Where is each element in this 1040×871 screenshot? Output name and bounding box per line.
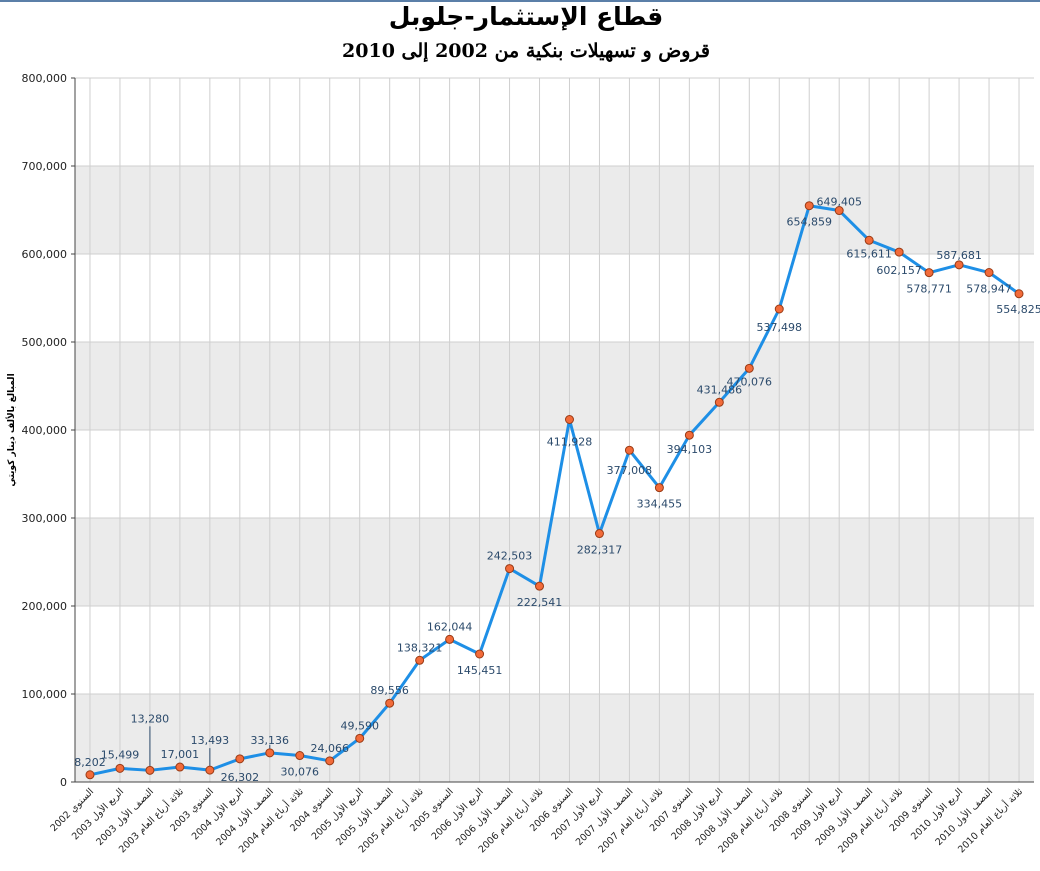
data-label: 649,405 [816,196,862,209]
series-line [89,204,1020,777]
data-label: 49,590 [340,719,379,732]
y-tick-label: 100,000 [22,688,68,701]
y-tick-label: 400,000 [22,424,68,437]
data-point [175,762,185,772]
data-point [954,260,964,270]
x-tick-label: الربع الأول 2006 [429,786,486,843]
data-point [624,445,634,455]
data-label: 470,076 [727,375,773,388]
data-point [864,235,874,245]
data-label: 334,455 [637,498,683,511]
data-point [834,206,844,216]
data-point [714,397,724,407]
data-label: 89,556 [370,684,409,697]
data-point [744,363,754,373]
top-border-line [0,0,1040,2]
y-tick-label: 200,000 [22,600,68,613]
data-point [924,268,934,278]
chart-title: قطاع الإستثمار-جلوبل [388,2,664,31]
data-label: 26,302 [221,771,260,784]
y-tick-label: 600,000 [22,248,68,261]
y-tick-label: 500,000 [22,336,68,349]
data-point [415,655,425,665]
data-label: 394,103 [667,443,713,456]
data-point [475,649,485,659]
data-label: 13,280 [131,712,170,725]
plot-band [75,694,1034,782]
data-label: 8,202 [74,756,106,769]
data-point [235,754,245,764]
data-point [505,564,515,574]
data-point [535,581,545,591]
data-point [295,751,305,761]
data-point [774,304,784,314]
data-point [594,529,604,539]
data-point [205,765,215,775]
data-label: 222,541 [517,596,563,609]
data-point [85,770,95,780]
data-label: 138,321 [397,641,443,654]
data-label: 145,451 [457,664,503,677]
data-label: 17,001 [161,748,200,761]
data-point [325,756,335,766]
data-label: 587,681 [936,249,982,262]
data-label: 15,499 [101,748,140,761]
data-point [684,430,694,440]
data-label: 654,859 [786,216,832,229]
plot-band [75,166,1034,254]
data-label: 554,825 [996,303,1040,316]
plot-band [75,518,1034,606]
y-tick-label: 0 [60,776,67,789]
data-point [115,763,125,773]
x-tick-label: الربع الأول 2008 [669,786,726,843]
data-point [145,765,155,775]
data-label: 537,498 [757,321,803,334]
data-point [445,634,455,644]
y-tick-label: 300,000 [22,512,68,525]
data-label: 431,486 [697,383,743,396]
data-point [355,733,365,743]
data-label: 578,771 [906,283,952,296]
data-point [265,748,275,758]
data-label: 162,044 [427,620,473,633]
x-tick-label: الربع الأول 2005 [309,786,366,843]
x-tick-label: الربع الأول 2003 [69,786,126,843]
data-point [654,483,664,493]
y-tick-label: 700,000 [22,160,68,173]
plot-band [75,342,1034,430]
chart-subtitle: قروض و تسهيلات بنكية من 2002 إلى 2010 [342,40,710,62]
data-point [564,415,574,425]
data-label: 602,157 [876,264,922,277]
data-point [984,268,994,278]
x-tick-label: الربع الأول 2004 [189,786,246,843]
data-label: 24,066 [310,742,349,755]
y-tick-label: 800,000 [22,72,68,85]
x-tick-label: الربع الأول 2010 [908,786,965,843]
x-tick-label: الربع الأول 2009 [789,786,846,843]
data-point [804,201,814,211]
data-label: 377,008 [607,464,653,477]
data-label: 30,076 [281,766,320,779]
data-label: 13,493 [191,734,230,747]
data-label: 33,136 [251,734,290,747]
data-point [1014,289,1024,299]
y-axis-title: المبالغ بالألف دينار كويتي [5,373,17,486]
data-label: 578,947 [966,283,1012,296]
x-tick-label: الربع الأول 2007 [549,786,606,843]
data-point [894,247,904,257]
data-label: 615,611 [846,247,892,260]
data-point [385,698,395,708]
data-label: 411,928 [547,436,593,449]
data-label: 242,503 [487,550,533,563]
data-label: 282,317 [577,544,623,557]
